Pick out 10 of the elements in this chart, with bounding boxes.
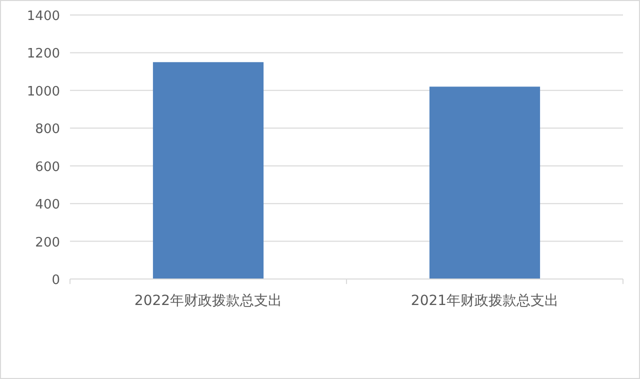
- y-tick-label: 1000: [26, 84, 60, 100]
- y-tick-label: 1200: [26, 46, 60, 62]
- y-tick-label: 1400: [26, 9, 60, 24]
- y-tick-label: 800: [35, 122, 60, 138]
- x-tick-label: 2022年财政拨款总支出: [134, 293, 282, 309]
- y-tick-label: 600: [35, 160, 60, 175]
- y-tick-label: 200: [35, 235, 60, 250]
- y-tick-label: 0: [52, 273, 60, 288]
- x-tick-label: 2021年财政拨款总支出: [410, 293, 559, 309]
- y-tick-label: 400: [35, 198, 60, 213]
